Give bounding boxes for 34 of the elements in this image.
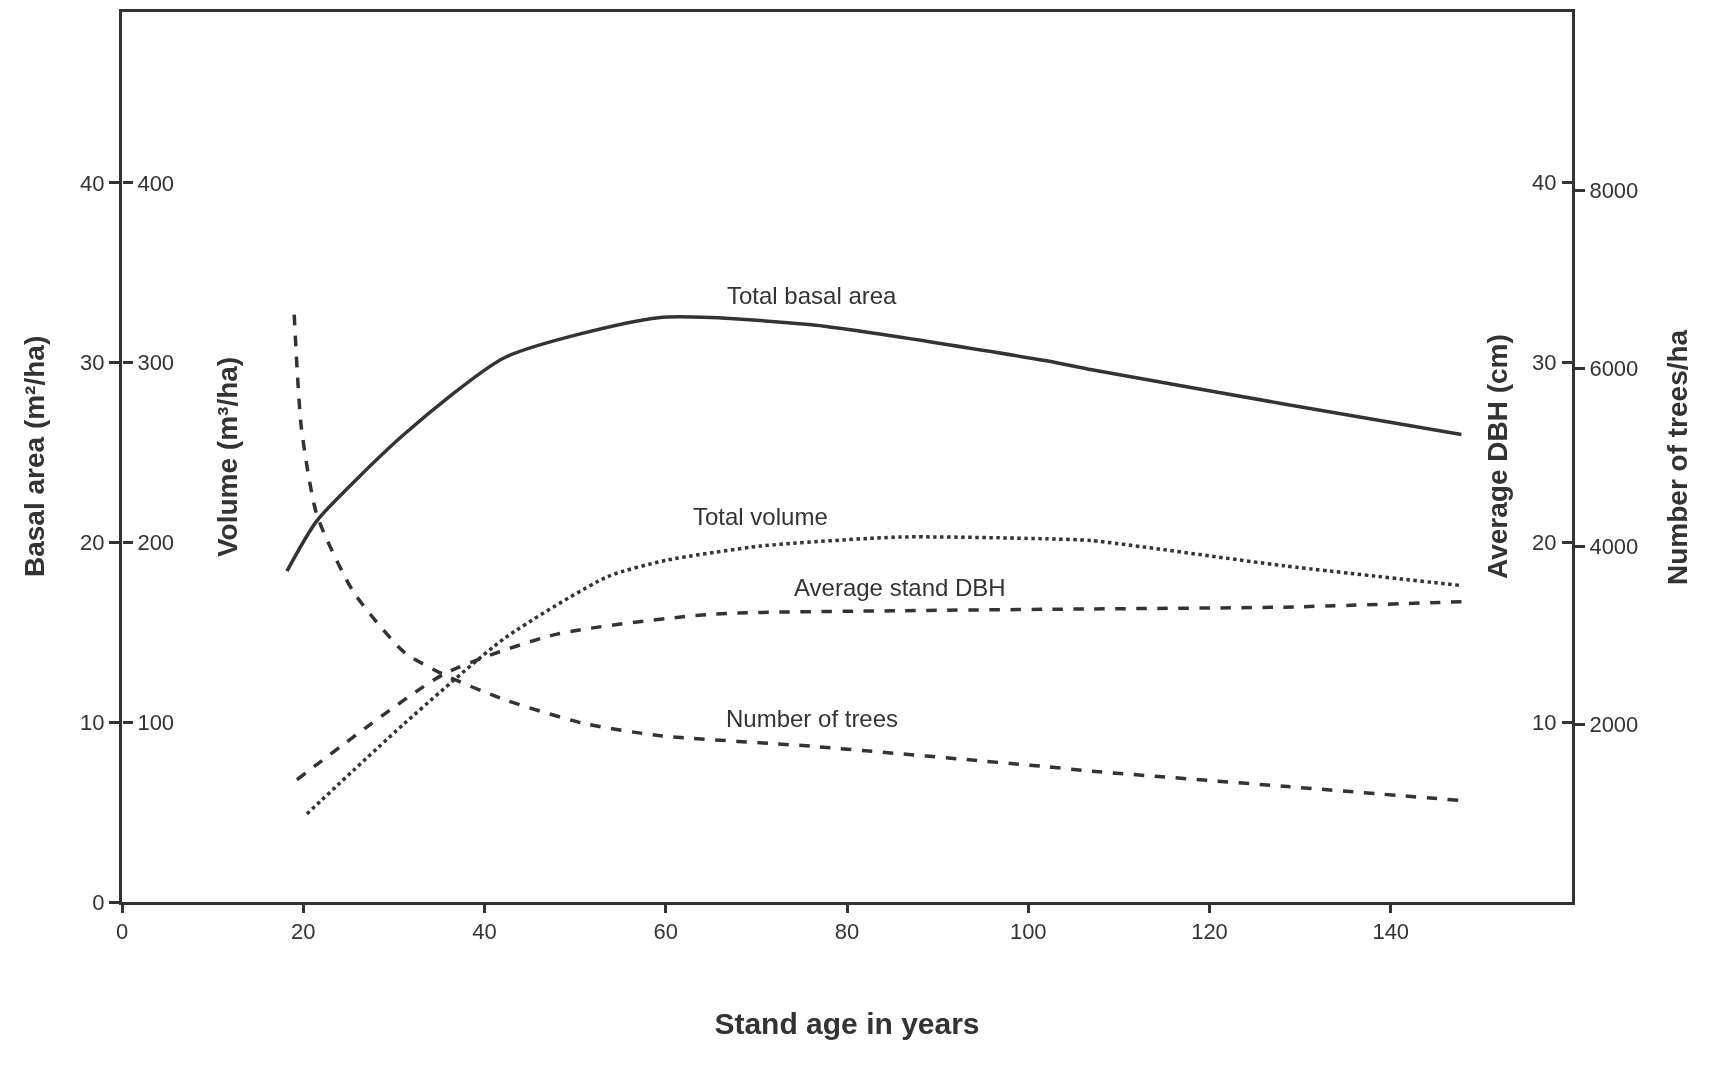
x-tick-label: 60 xyxy=(653,919,678,945)
annotation: 40 xyxy=(1532,170,1557,195)
y-tick-label: 30 xyxy=(80,350,105,376)
x-tick-label: 20 xyxy=(291,919,316,945)
series-label: Total basal area xyxy=(727,282,898,309)
y3-axis-title: Number of trees/ha xyxy=(1662,329,1693,585)
y3-tick-label: 6000 xyxy=(1589,355,1639,381)
series-label: Average stand DBH xyxy=(794,574,1006,601)
x-tick-label: 100 xyxy=(1009,919,1047,945)
y2-tick-label: 400 xyxy=(137,170,175,196)
x-tick-label: 0 xyxy=(115,919,129,945)
annotation: Average DBH (cm) xyxy=(1482,334,1513,579)
y-tick-label: 10 xyxy=(80,709,105,735)
x-tick-label: 140 xyxy=(1372,919,1410,945)
y-tick-label: 20 xyxy=(80,530,105,556)
y3-tick-label: 2000 xyxy=(1589,711,1639,737)
x-axis-title: Stand age in years xyxy=(714,1006,980,1040)
annotation: 10 xyxy=(1532,710,1557,735)
y2-tick-label: 100 xyxy=(137,709,175,735)
x-tick-label: 120 xyxy=(1191,919,1228,945)
x-tick-label: 80 xyxy=(834,919,860,945)
series-label: Total volume xyxy=(693,503,828,530)
annotation: 20 xyxy=(1532,530,1557,555)
y2-tick-label: 200 xyxy=(137,530,175,556)
annotation: 30 xyxy=(1532,350,1557,375)
y2-axis-title: Volume (m³/ha) xyxy=(212,356,243,557)
y3-tick-label: 8000 xyxy=(1589,177,1639,203)
y-tick-label: 0 xyxy=(92,889,105,915)
x-tick-label: 40 xyxy=(472,919,497,945)
y3-tick-label: 4000 xyxy=(1589,533,1639,559)
y-tick-label: 40 xyxy=(80,170,105,196)
series-label: Number of trees xyxy=(726,705,899,732)
y2-tick-label: 300 xyxy=(137,350,175,376)
y-axis-title: Basal area (m²/ha) xyxy=(19,335,50,577)
